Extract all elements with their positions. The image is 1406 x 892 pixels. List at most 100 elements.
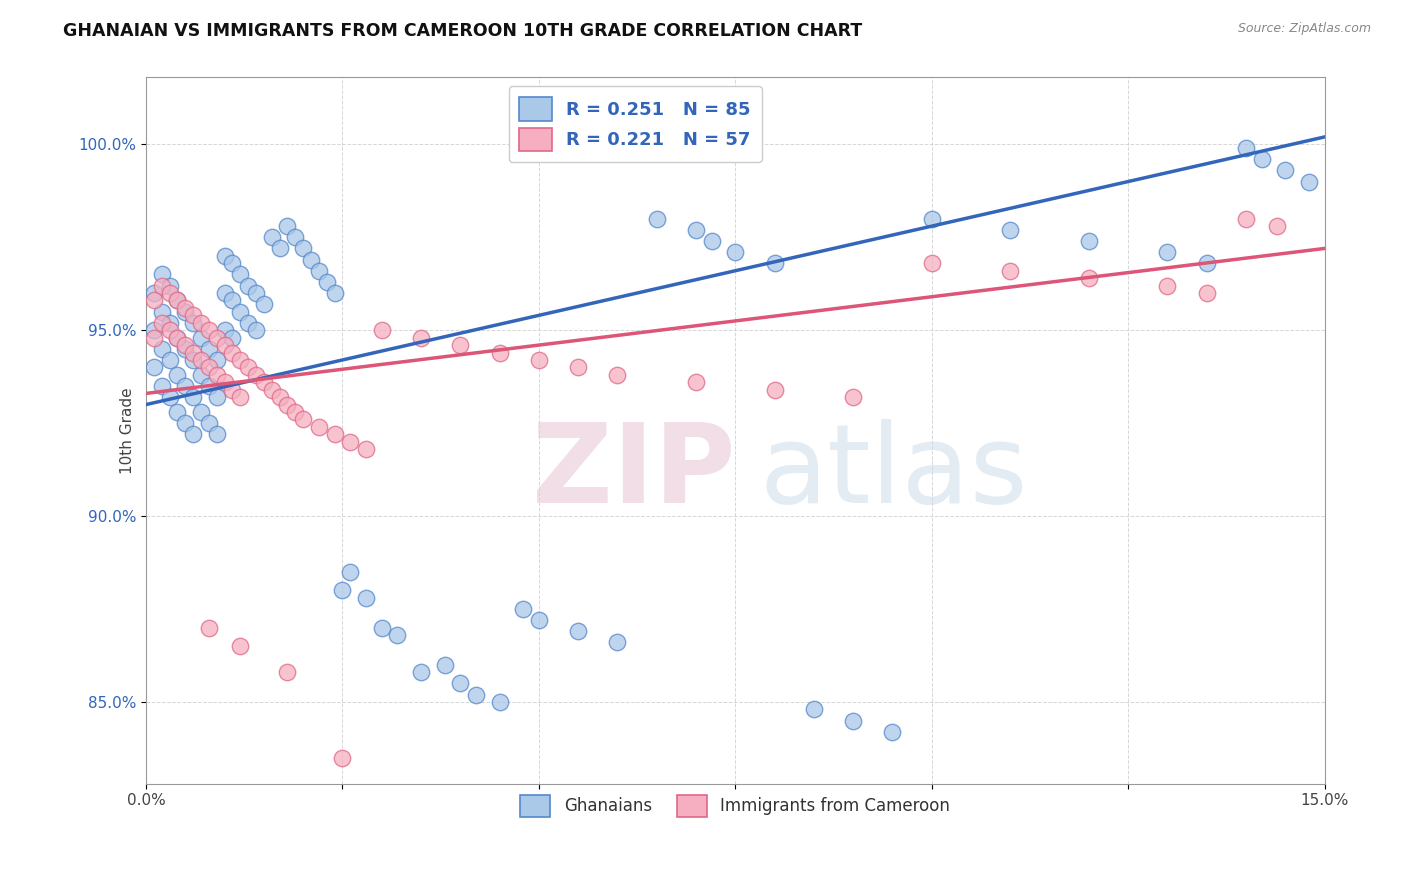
Point — [803, 702, 825, 716]
Point — [269, 390, 291, 404]
Point — [1250, 152, 1272, 166]
Point — [190, 368, 212, 382]
Point — [882, 724, 904, 739]
Point — [181, 427, 204, 442]
Point — [370, 323, 392, 337]
Point — [174, 304, 197, 318]
Point — [645, 211, 668, 226]
Point — [409, 331, 432, 345]
Point — [245, 286, 267, 301]
Point — [166, 331, 188, 345]
Point — [214, 323, 236, 337]
Point — [159, 316, 181, 330]
Text: Source: ZipAtlas.com: Source: ZipAtlas.com — [1237, 22, 1371, 36]
Point — [276, 219, 298, 234]
Point — [323, 427, 346, 442]
Point — [606, 368, 628, 382]
Point — [527, 613, 550, 627]
Point — [724, 245, 747, 260]
Point — [198, 379, 221, 393]
Point — [276, 398, 298, 412]
Point — [198, 360, 221, 375]
Point — [339, 434, 361, 449]
Point — [842, 714, 865, 728]
Legend: Ghanaians, Immigrants from Cameroon: Ghanaians, Immigrants from Cameroon — [512, 787, 959, 825]
Text: ZIP: ZIP — [531, 419, 735, 526]
Point — [159, 390, 181, 404]
Point — [229, 304, 252, 318]
Point — [166, 405, 188, 419]
Point — [1000, 264, 1022, 278]
Point — [205, 368, 228, 382]
Point — [354, 591, 377, 605]
Point — [433, 657, 456, 672]
Point — [214, 376, 236, 390]
Point — [354, 442, 377, 457]
Point — [181, 353, 204, 368]
Point — [567, 624, 589, 639]
Point — [685, 376, 707, 390]
Point — [142, 331, 165, 345]
Point — [174, 416, 197, 430]
Point — [150, 342, 173, 356]
Point — [1156, 278, 1178, 293]
Text: GHANAIAN VS IMMIGRANTS FROM CAMEROON 10TH GRADE CORRELATION CHART: GHANAIAN VS IMMIGRANTS FROM CAMEROON 10T… — [63, 22, 862, 40]
Point — [315, 275, 337, 289]
Point — [253, 376, 276, 390]
Point — [488, 345, 510, 359]
Point — [214, 338, 236, 352]
Point — [292, 242, 315, 256]
Point — [166, 331, 188, 345]
Point — [198, 416, 221, 430]
Point — [205, 427, 228, 442]
Point — [221, 256, 243, 270]
Point — [214, 286, 236, 301]
Point — [236, 316, 259, 330]
Point — [449, 676, 471, 690]
Point — [229, 268, 252, 282]
Y-axis label: 10th Grade: 10th Grade — [120, 387, 135, 474]
Point — [214, 249, 236, 263]
Point — [190, 331, 212, 345]
Point — [260, 230, 283, 244]
Point — [527, 353, 550, 368]
Point — [606, 635, 628, 649]
Point — [190, 316, 212, 330]
Point — [205, 390, 228, 404]
Point — [370, 621, 392, 635]
Point — [166, 293, 188, 308]
Point — [284, 230, 307, 244]
Point — [181, 390, 204, 404]
Point — [488, 695, 510, 709]
Point — [174, 379, 197, 393]
Point — [921, 256, 943, 270]
Point — [339, 565, 361, 579]
Point — [1267, 219, 1289, 234]
Point — [150, 304, 173, 318]
Point — [299, 252, 322, 267]
Point — [763, 256, 786, 270]
Point — [700, 234, 723, 248]
Point — [205, 331, 228, 345]
Point — [409, 665, 432, 680]
Point — [567, 360, 589, 375]
Point — [1156, 245, 1178, 260]
Point — [921, 211, 943, 226]
Point — [221, 293, 243, 308]
Point — [190, 405, 212, 419]
Point — [181, 309, 204, 323]
Point — [842, 390, 865, 404]
Point — [159, 286, 181, 301]
Point — [260, 383, 283, 397]
Point — [763, 383, 786, 397]
Point — [166, 293, 188, 308]
Point — [276, 665, 298, 680]
Point — [150, 379, 173, 393]
Point — [449, 338, 471, 352]
Point — [387, 628, 409, 642]
Point — [229, 390, 252, 404]
Point — [512, 602, 534, 616]
Point — [205, 353, 228, 368]
Point — [150, 316, 173, 330]
Point — [174, 301, 197, 315]
